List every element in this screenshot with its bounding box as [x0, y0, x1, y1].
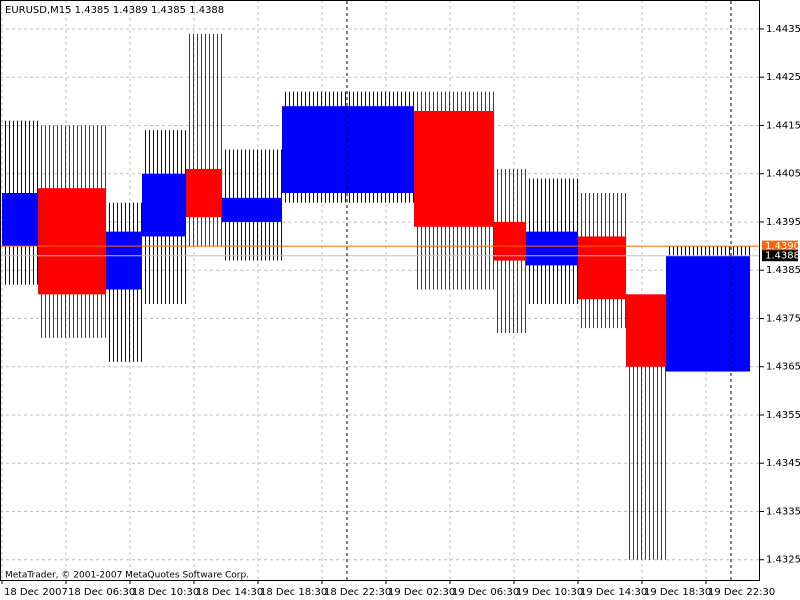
candle-body	[414, 110, 494, 227]
candle-body	[666, 255, 750, 372]
plot-frame	[0, 0, 760, 581]
y-tick-label: 1.4425	[766, 72, 800, 83]
x-tick-label: 19 Dec 02:30	[388, 587, 455, 598]
candle-body	[626, 294, 666, 367]
y-tick-label: 1.4345	[766, 458, 800, 469]
chart-title: EURUSD,M15 1.4385 1.4389 1.4385 1.4388	[5, 5, 224, 16]
x-tick-label: 19 Dec 22:30	[708, 587, 775, 598]
x-tick-label: 19 Dec 10:30	[516, 587, 583, 598]
candle-body	[282, 106, 414, 194]
y-tick-label: 1.4375	[766, 313, 800, 324]
y-tick-label: 1.4435	[766, 24, 800, 35]
x-tick-label: 18 Dec 14:30	[196, 587, 263, 598]
y-tick-label: 1.4395	[766, 217, 800, 228]
x-tick-label: 18 Dec 06:30	[68, 587, 135, 598]
candle-body	[142, 173, 186, 237]
y-tick-label: 1.4385	[766, 265, 800, 276]
candle-body	[494, 221, 526, 261]
y-tick-label: 1.4365	[766, 362, 800, 373]
price-label-box	[762, 240, 798, 252]
price-label-box	[762, 250, 798, 262]
candle-body	[222, 197, 282, 222]
plot-area	[0, 0, 760, 580]
y-tick-label: 1.4415	[766, 120, 800, 131]
price-label: 1.4388	[765, 251, 800, 262]
x-tick-label: 18 Dec 18:30	[260, 587, 327, 598]
footer: MetaTrader, © 2001-2007 MetaQuotes Softw…	[5, 571, 249, 581]
candle-body	[106, 231, 142, 290]
candle-body	[186, 168, 222, 218]
y-tick-label: 1.4405	[766, 169, 800, 180]
x-tick-label: 18 Dec 22:30	[324, 587, 391, 598]
x-tick-label: 18 Dec 2007	[4, 587, 68, 598]
candle-body	[578, 236, 626, 300]
candle-body	[526, 231, 578, 266]
x-tick-label: 18 Dec 10:30	[132, 587, 199, 598]
candle-body	[2, 193, 38, 247]
price-label: 1.4390	[765, 241, 800, 252]
x-tick-label: 19 Dec 06:30	[452, 587, 519, 598]
y-tick-label: 1.4325	[766, 555, 800, 566]
y-tick-label: 1.4355	[766, 410, 800, 421]
y-tick-label: 1.4335	[766, 506, 800, 517]
x-tick-label: 19 Dec 14:30	[580, 587, 647, 598]
candle-body	[38, 188, 106, 295]
x-tick-label: 19 Dec 18:30	[644, 587, 711, 598]
